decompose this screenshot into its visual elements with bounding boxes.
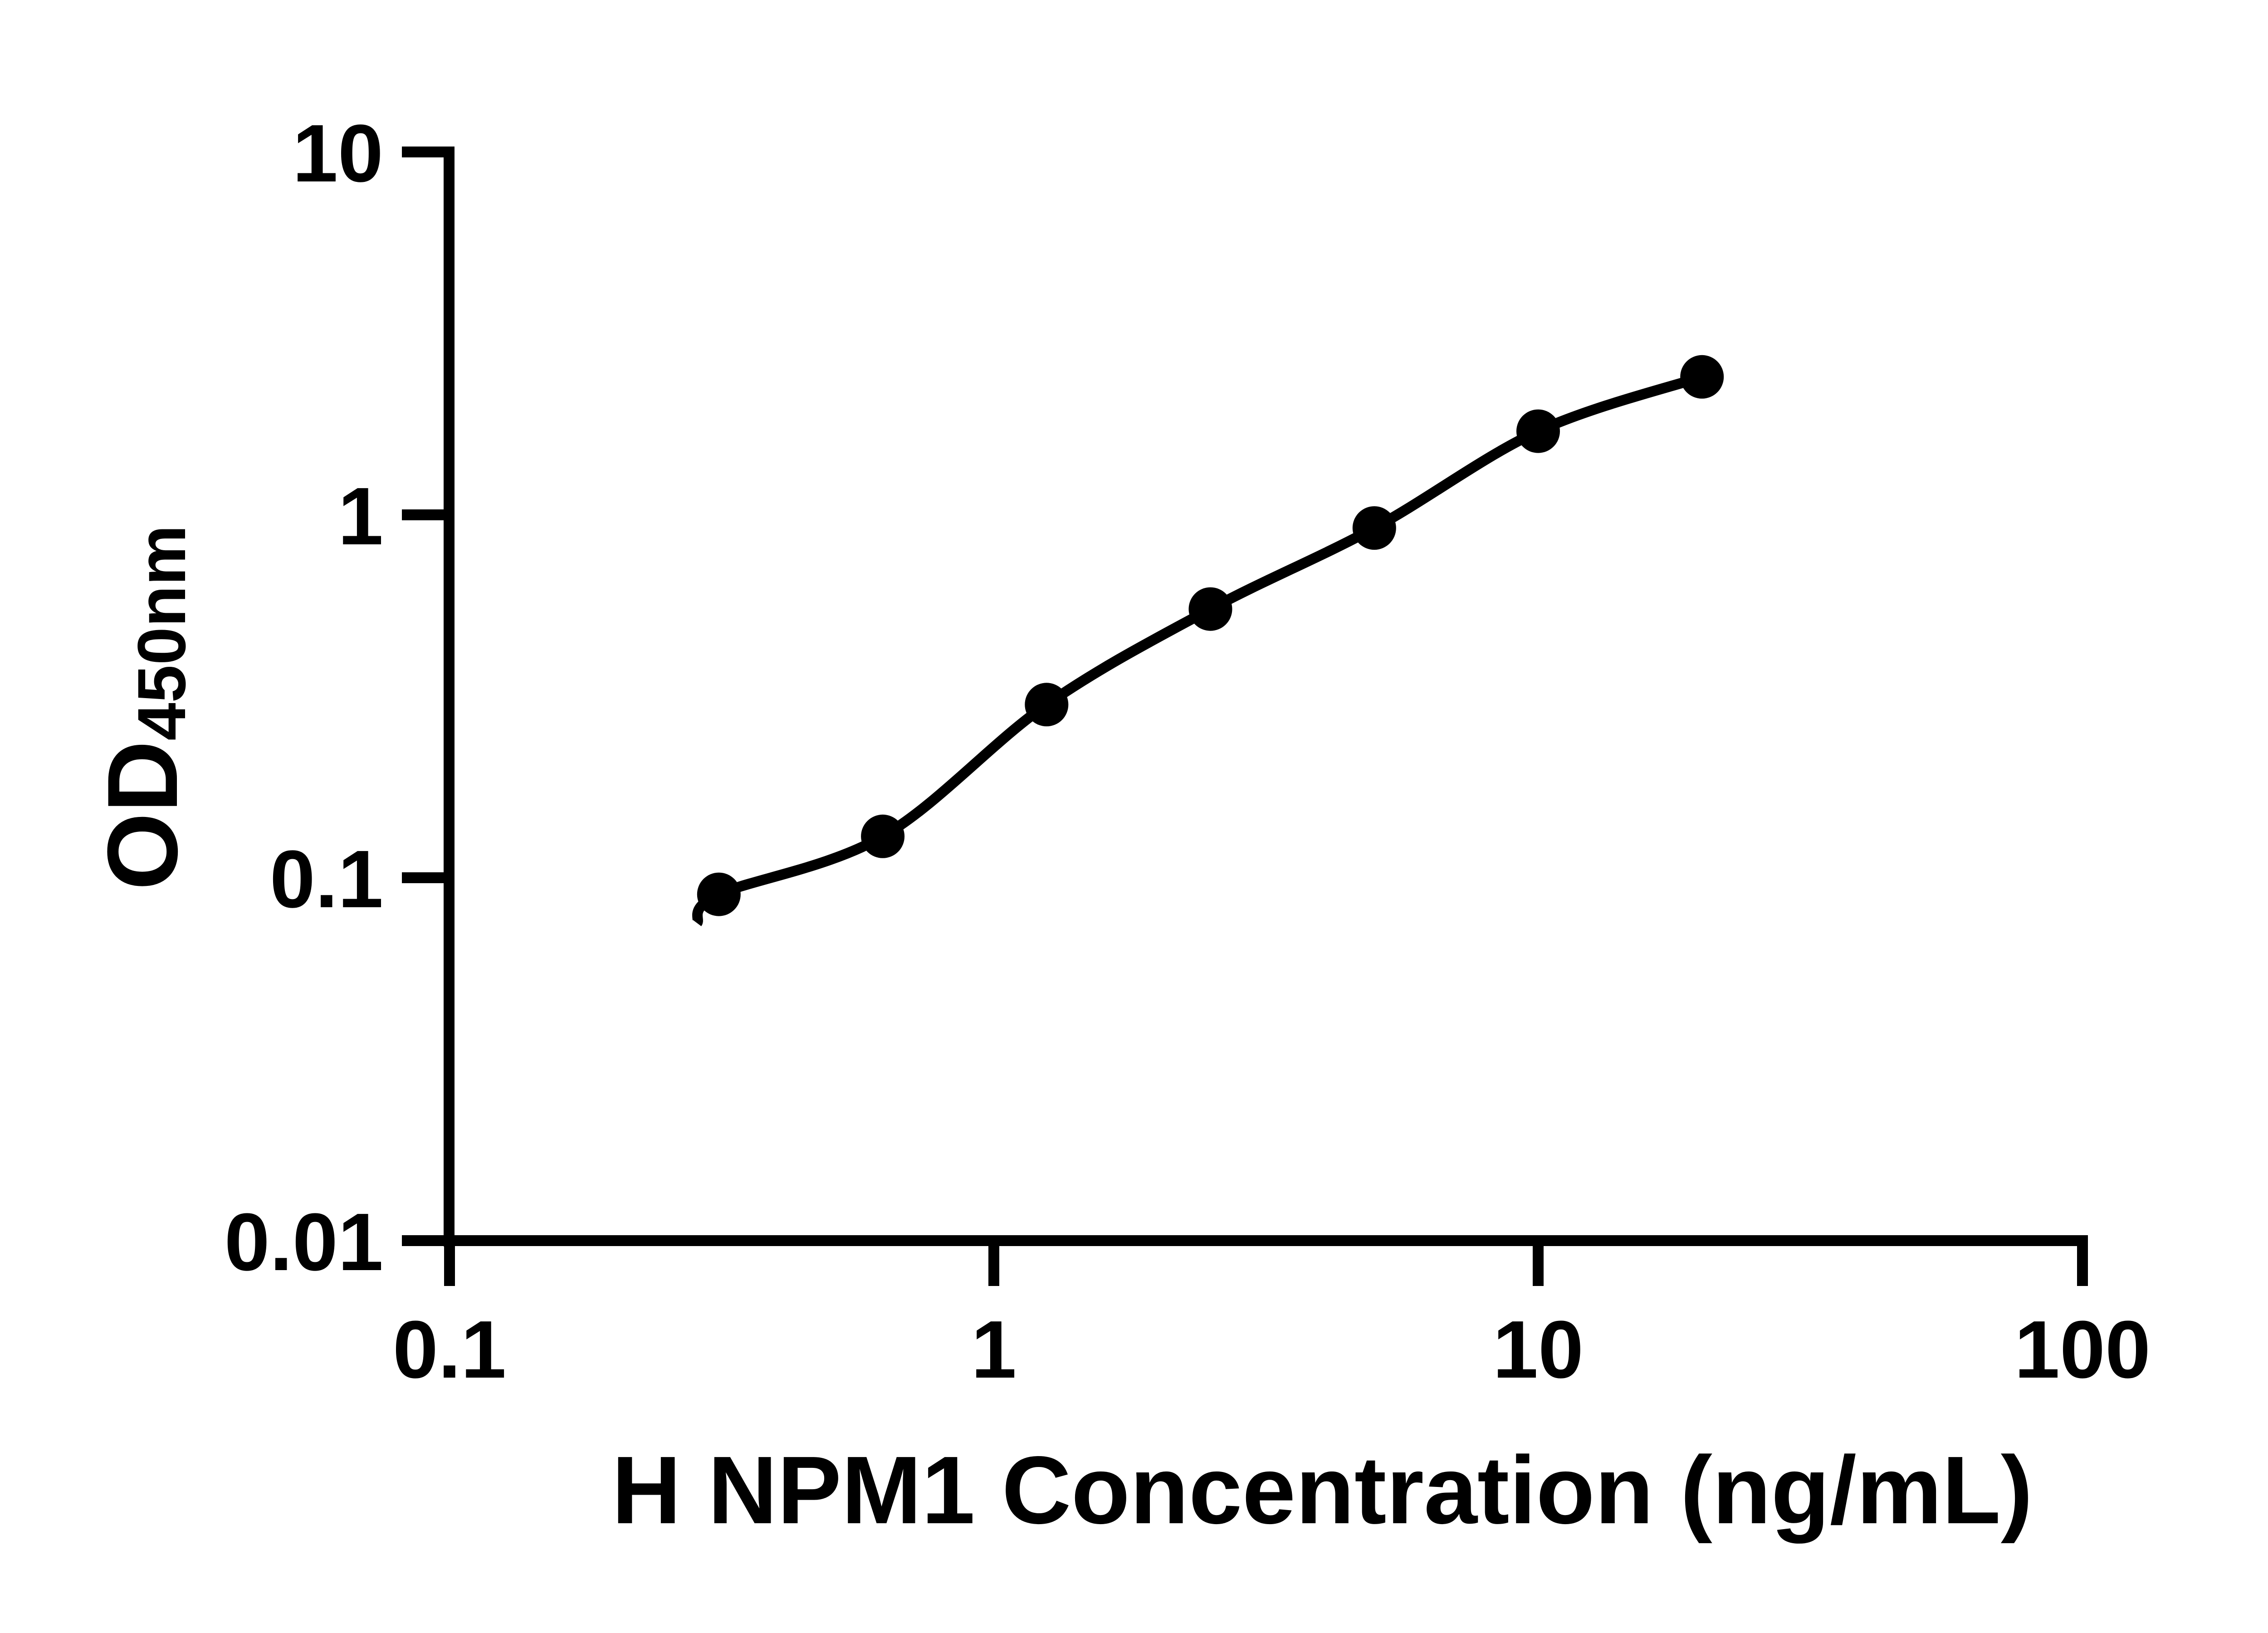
- data-points: [697, 355, 1724, 916]
- data-point: [1188, 587, 1232, 631]
- x-tick-label: 10: [1493, 1304, 1584, 1395]
- x-axis-title: H NPM1 Concentration (ng/mL): [612, 1436, 2033, 1544]
- y-axis-title-main: OD: [87, 741, 198, 890]
- data-point: [1516, 409, 1560, 453]
- y-axis-title-subscript: 450nm: [123, 525, 200, 740]
- y-tick-labels: 0.01 0.1 1 10: [225, 108, 383, 1288]
- x-tick-label: 100: [2014, 1304, 2151, 1395]
- x-tick-label: 0.1: [393, 1304, 506, 1395]
- x-ticks: [444, 1241, 2088, 1286]
- data-point: [1352, 506, 1396, 550]
- x-tick-label: 1: [971, 1304, 1017, 1395]
- y-tick-label: 1: [338, 471, 383, 562]
- y-tick-label: 10: [293, 108, 383, 199]
- axes: [402, 147, 2088, 1286]
- curve-path: [692, 372, 1704, 926]
- y-ticks: [402, 147, 449, 1246]
- data-series: [692, 355, 1724, 926]
- y-axis-title: OD450nm: [87, 525, 200, 890]
- data-point: [697, 872, 741, 916]
- data-point: [1025, 683, 1069, 727]
- y-tick-label: 0.01: [225, 1197, 383, 1288]
- data-point: [1680, 355, 1724, 399]
- data-point: [861, 814, 905, 858]
- y-tick-label: 0.1: [270, 834, 383, 925]
- x-tick-labels: 0.1 1 10 100: [393, 1304, 2151, 1395]
